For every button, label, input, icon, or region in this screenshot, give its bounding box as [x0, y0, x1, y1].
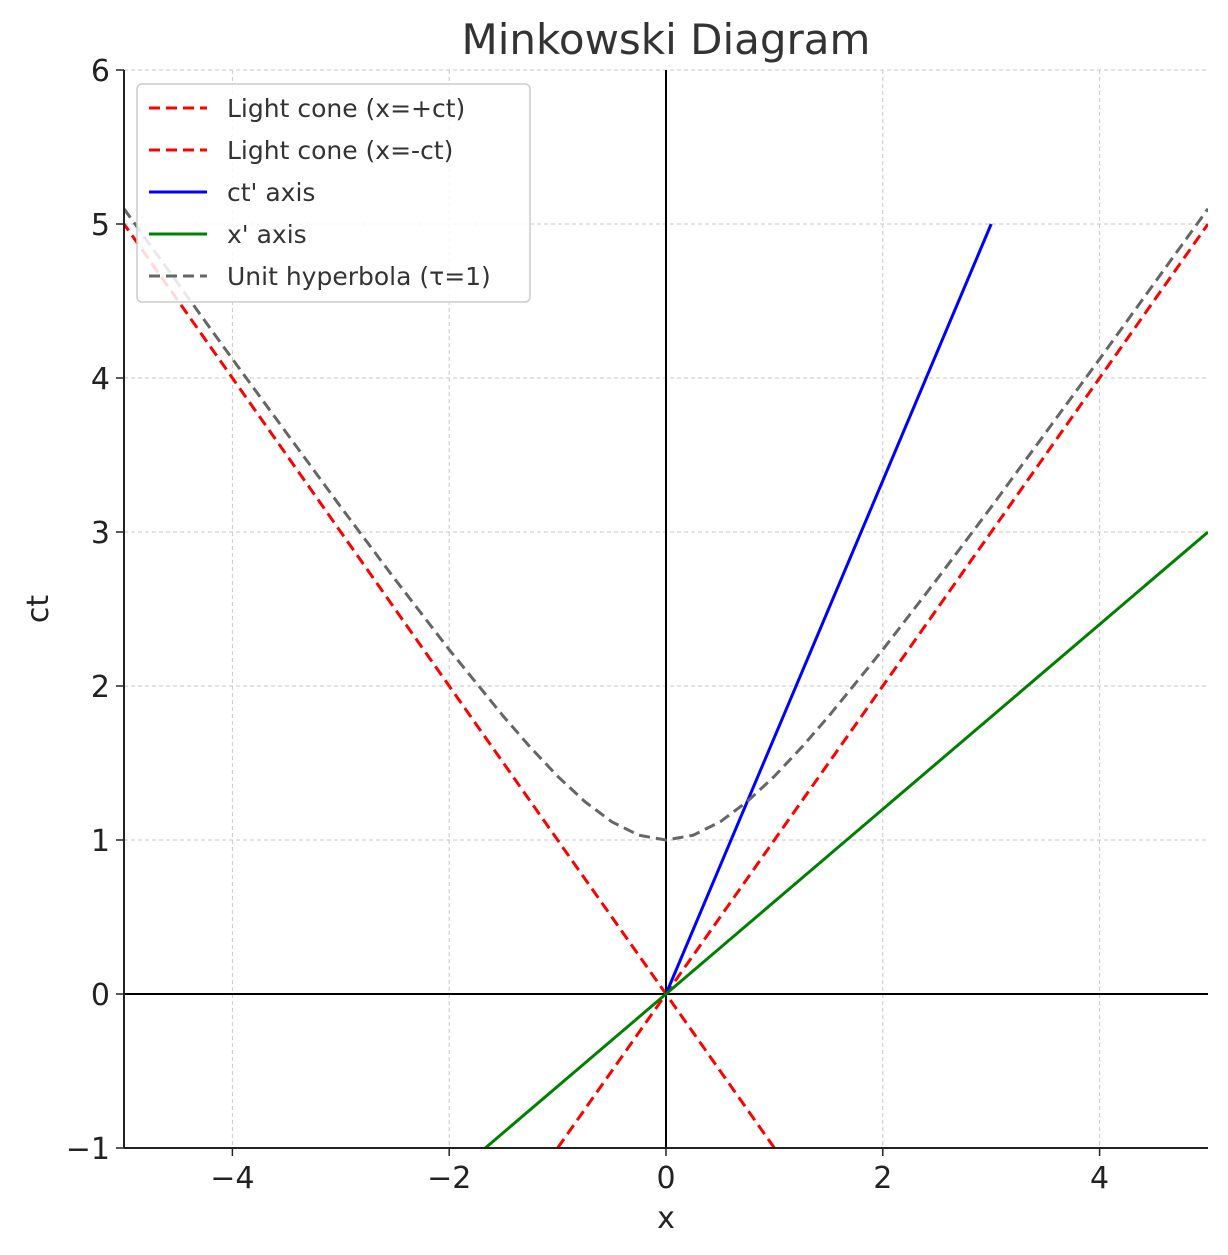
y-axis-label: ct	[21, 595, 56, 623]
y-tick-label: 3	[91, 516, 110, 551]
y-tick-label: 4	[91, 362, 110, 397]
legend-label-2: Light cone (x=-ct)	[227, 136, 453, 165]
legend-label-5: Unit hyperbola (τ=1)	[227, 262, 491, 291]
series-line-4	[484, 530, 1208, 1148]
y-tick-label: 5	[91, 208, 110, 243]
x-axis-label: x	[657, 1201, 675, 1236]
x-tick-label: 0	[656, 1161, 675, 1196]
legend-label-1: Light cone (x=+ct)	[227, 94, 465, 123]
x-tick-label: 2	[873, 1161, 892, 1196]
chart-title: Minkowski Diagram	[462, 15, 871, 64]
tick-labels: −4 −2 0 2 4 −1 0 1 2 3 4 5 6	[66, 54, 1109, 1196]
series-layer	[124, 207, 1208, 1148]
x-tick-label: −4	[210, 1161, 254, 1196]
y-tick-label: 1	[91, 824, 110, 859]
legend-label-4: x' axis	[227, 220, 307, 249]
legend: Light cone (x=+ct) Light cone (x=-ct) ct' …	[136, 83, 531, 303]
legend-label-3: ct' axis	[227, 178, 315, 207]
series-line-5	[124, 207, 1208, 842]
y-tick-label: 0	[91, 978, 110, 1013]
y-tick-label: 6	[91, 54, 110, 89]
y-tick-label: 2	[91, 670, 110, 705]
series-line-3	[664, 223, 993, 995]
legend-frame	[136, 83, 531, 303]
x-tick-label: 4	[1090, 1161, 1109, 1196]
x-tick-label: −2	[427, 1161, 471, 1196]
y-tick-label: −1	[66, 1132, 110, 1167]
